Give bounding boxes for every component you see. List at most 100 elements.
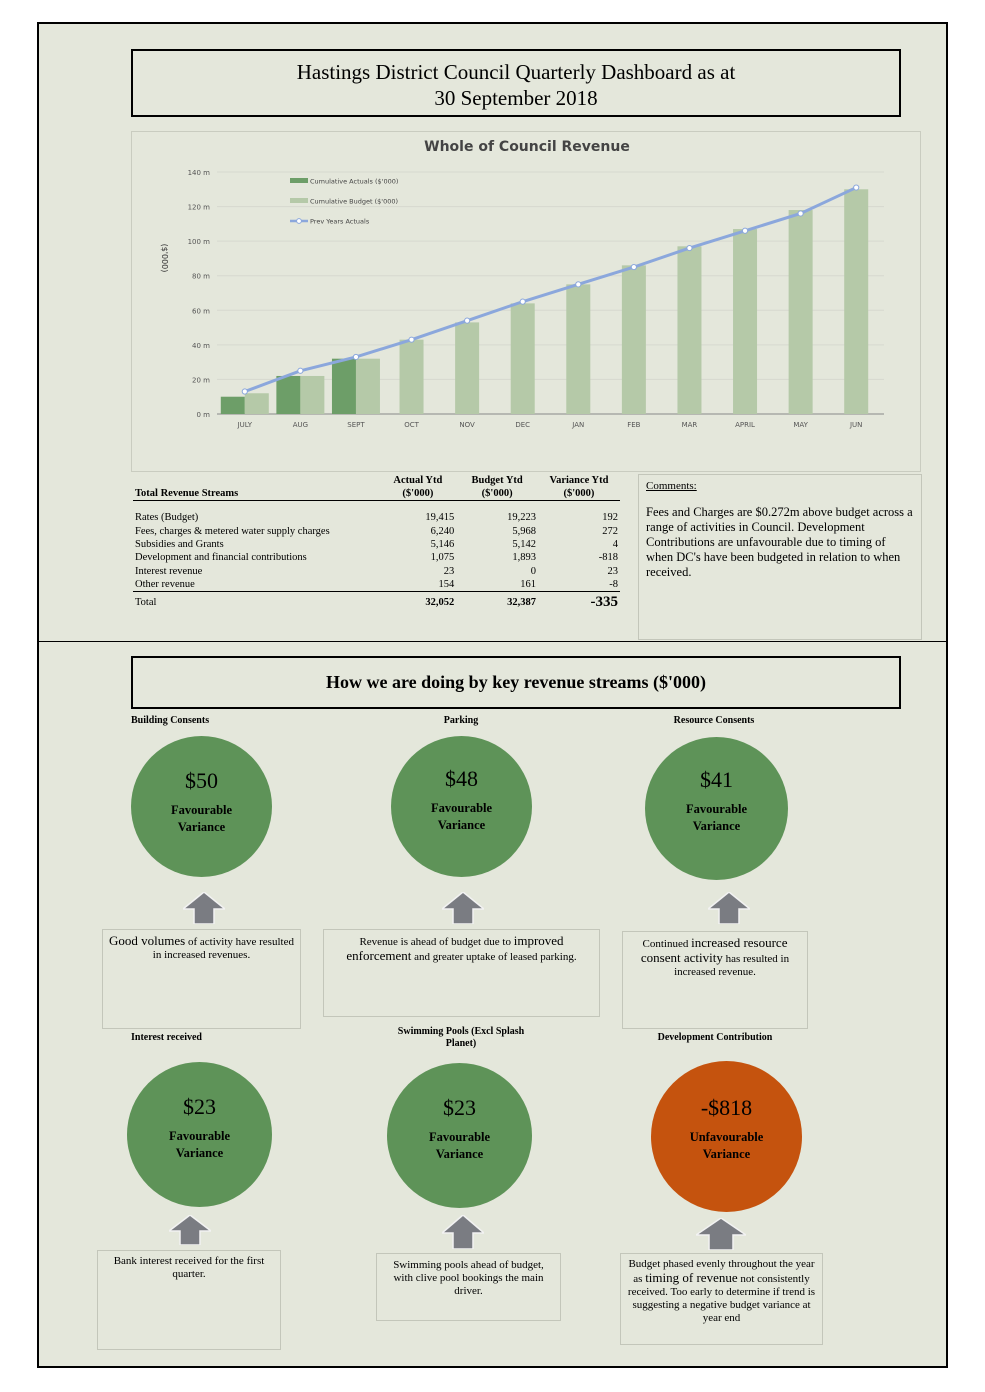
bar-budget <box>566 284 591 414</box>
bar-budget <box>733 229 758 414</box>
bar-actual <box>276 375 301 414</box>
variance-circle-development-contribution: -$818 Unfavourable Variance <box>651 1061 802 1212</box>
bar-budget <box>455 322 480 414</box>
prev-years-point <box>741 227 749 234</box>
y-tick-label: 140 m <box>188 169 211 177</box>
prev-years-point <box>408 336 415 343</box>
x-tick-label: JAN <box>571 421 584 429</box>
y-tick-label: 0 m <box>197 411 211 419</box>
legend-label: Cumulative Budget ($'000) <box>310 198 398 206</box>
legend-marker-prev <box>296 218 302 224</box>
prev-years-point <box>686 244 693 252</box>
revenue-chart-svg: 0 m 20 m 40 m 60 m 80 m 100 m 120 m 140 m ($'000… <box>160 169 884 429</box>
x-tick-label: JULY <box>237 421 253 429</box>
stream-label-resource-consents: Resource Consents <box>673 715 755 726</box>
x-tick-label: MAY <box>793 421 808 429</box>
revenue-table: Total Revenue Streams Actual Ytd ($'000) … <box>133 474 620 609</box>
bar-budget <box>300 375 325 414</box>
note-building-consents: Good volumes of activity have resulted i… <box>102 929 301 1029</box>
table-row: Subsidies and Grants 5,146 5,142 4 <box>135 538 618 550</box>
variance-circle-resource-consents: $41 Favourable Variance <box>645 737 788 880</box>
header-budget: Budget Ytd ($'000) <box>456 474 538 501</box>
table-total-row: Total 32,052 32,387 -335 <box>133 591 620 610</box>
x-tick-label: APRIL <box>735 421 755 429</box>
bar-budget <box>244 393 269 414</box>
note-swimming-pools: Swimming pools ahead of budget, with cli… <box>376 1253 561 1321</box>
bar-budget <box>399 339 424 414</box>
legend-swatch-actuals <box>290 178 308 183</box>
comments-box: Comments: Fees and Charges are $0.272m a… <box>638 474 922 640</box>
table-row: Rates (Budget) 19,415 19,223 192 <box>135 512 618 524</box>
table-row: Development and financial contributions 1… <box>135 552 618 564</box>
up-arrow-icon <box>169 1215 211 1245</box>
table-header-row: Total Revenue Streams Actual Ytd ($'000) … <box>133 474 620 501</box>
bar-budget <box>677 246 702 414</box>
x-tick-label: FEB <box>627 421 640 429</box>
stream-label-interest-received: Interest received <box>131 1032 202 1043</box>
header-variance: Variance Ytd ($'000) <box>537 474 620 501</box>
table-row: Interest revenue 23 0 23 <box>135 565 618 577</box>
bar-budget <box>621 265 646 414</box>
variance-circle-swimming-pools: $23 Favourable Variance <box>387 1063 532 1208</box>
header-actual: Actual Ytd ($'000) <box>379 474 457 501</box>
note-interest-received: Bank interest received for the first qua… <box>97 1250 281 1350</box>
prev-years-point <box>630 263 637 271</box>
x-tick-label: NOV <box>459 421 475 429</box>
y-tick-label: 100 m <box>188 238 211 246</box>
header-stream: Total Revenue Streams <box>133 474 380 501</box>
x-tick-label: OCT <box>404 421 419 429</box>
prev-years-point <box>464 317 471 324</box>
y-axis-label: ($'000) <box>160 244 169 273</box>
table-row: Other revenue 154 161 -8 <box>135 579 618 591</box>
revenue-chart: Whole of Council Revenue 0 m 20 m 40 m 60 m… <box>131 131 921 472</box>
legend-label: Cumulative Actuals ($'000) <box>310 178 398 186</box>
note-development-contribution: Budget phased evenly throughout the year… <box>620 1253 823 1345</box>
chart-title: Whole of Council Revenue <box>424 139 630 155</box>
bar-budget <box>355 358 380 414</box>
up-arrow-icon <box>442 1215 484 1249</box>
variance-circle-building-consents: $50 Favourable Variance <box>131 736 272 877</box>
x-tick-label: AUG <box>293 421 308 429</box>
page-title-line2: 30 September 2018 <box>434 86 598 110</box>
x-tick-label: DEC <box>515 421 530 429</box>
stream-label-parking: Parking <box>443 715 479 726</box>
legend-label: Prev Years Actuals <box>310 218 370 226</box>
table-row: Fees, charges & metered water supply cha… <box>135 525 618 537</box>
bar-budget <box>844 189 869 414</box>
bar-budget <box>510 303 535 414</box>
stream-label-development-contribution: Development Contribution <box>657 1032 773 1043</box>
x-tick-label: SEPT <box>347 421 365 429</box>
page-title: Hastings District Council Quarterly Dash… <box>131 49 901 117</box>
variance-circle-interest-received: $23 Favourable Variance <box>127 1062 272 1207</box>
y-tick-label: 120 m <box>188 204 211 212</box>
prev-years-line <box>244 186 857 393</box>
prev-years-point <box>797 210 804 217</box>
bar-budget <box>788 210 813 414</box>
legend-swatch-budget <box>290 198 308 203</box>
up-arrow-icon <box>696 1218 746 1250</box>
prev-years-point <box>241 388 248 395</box>
y-tick-label: 20 m <box>192 376 210 384</box>
y-tick-label: 60 m <box>192 307 210 315</box>
up-arrow-icon <box>183 892 225 924</box>
streams-heading: How we are doing by key revenue streams … <box>131 656 901 709</box>
note-resource-consents: Continued increased resource consent act… <box>622 931 808 1029</box>
stream-label-swimming-pools: Swimming Pools (Excl Splash Planet) <box>397 1026 525 1049</box>
y-tick-label: 40 m <box>192 342 210 350</box>
comments-heading: Comments: <box>646 480 697 492</box>
section-divider <box>37 641 948 642</box>
variance-circle-parking: $48 Favourable Variance <box>391 736 532 877</box>
prev-years-point <box>575 281 582 288</box>
x-tick-label: JUN <box>849 421 862 429</box>
up-arrow-icon <box>442 892 484 924</box>
comments-text: Fees and Charges are $0.272m above budge… <box>646 505 913 579</box>
x-tick-label: MAR <box>682 421 698 429</box>
bar-actual <box>331 358 356 414</box>
prev-years-point <box>352 353 360 361</box>
up-arrow-icon <box>708 892 750 924</box>
y-tick-label: 80 m <box>192 273 210 281</box>
page-title-line1: Hastings District Council Quarterly Dash… <box>296 60 736 84</box>
note-parking: Revenue is ahead of budget due to improv… <box>323 929 600 1017</box>
prev-years-point <box>297 367 304 374</box>
prev-years-point <box>519 298 526 305</box>
